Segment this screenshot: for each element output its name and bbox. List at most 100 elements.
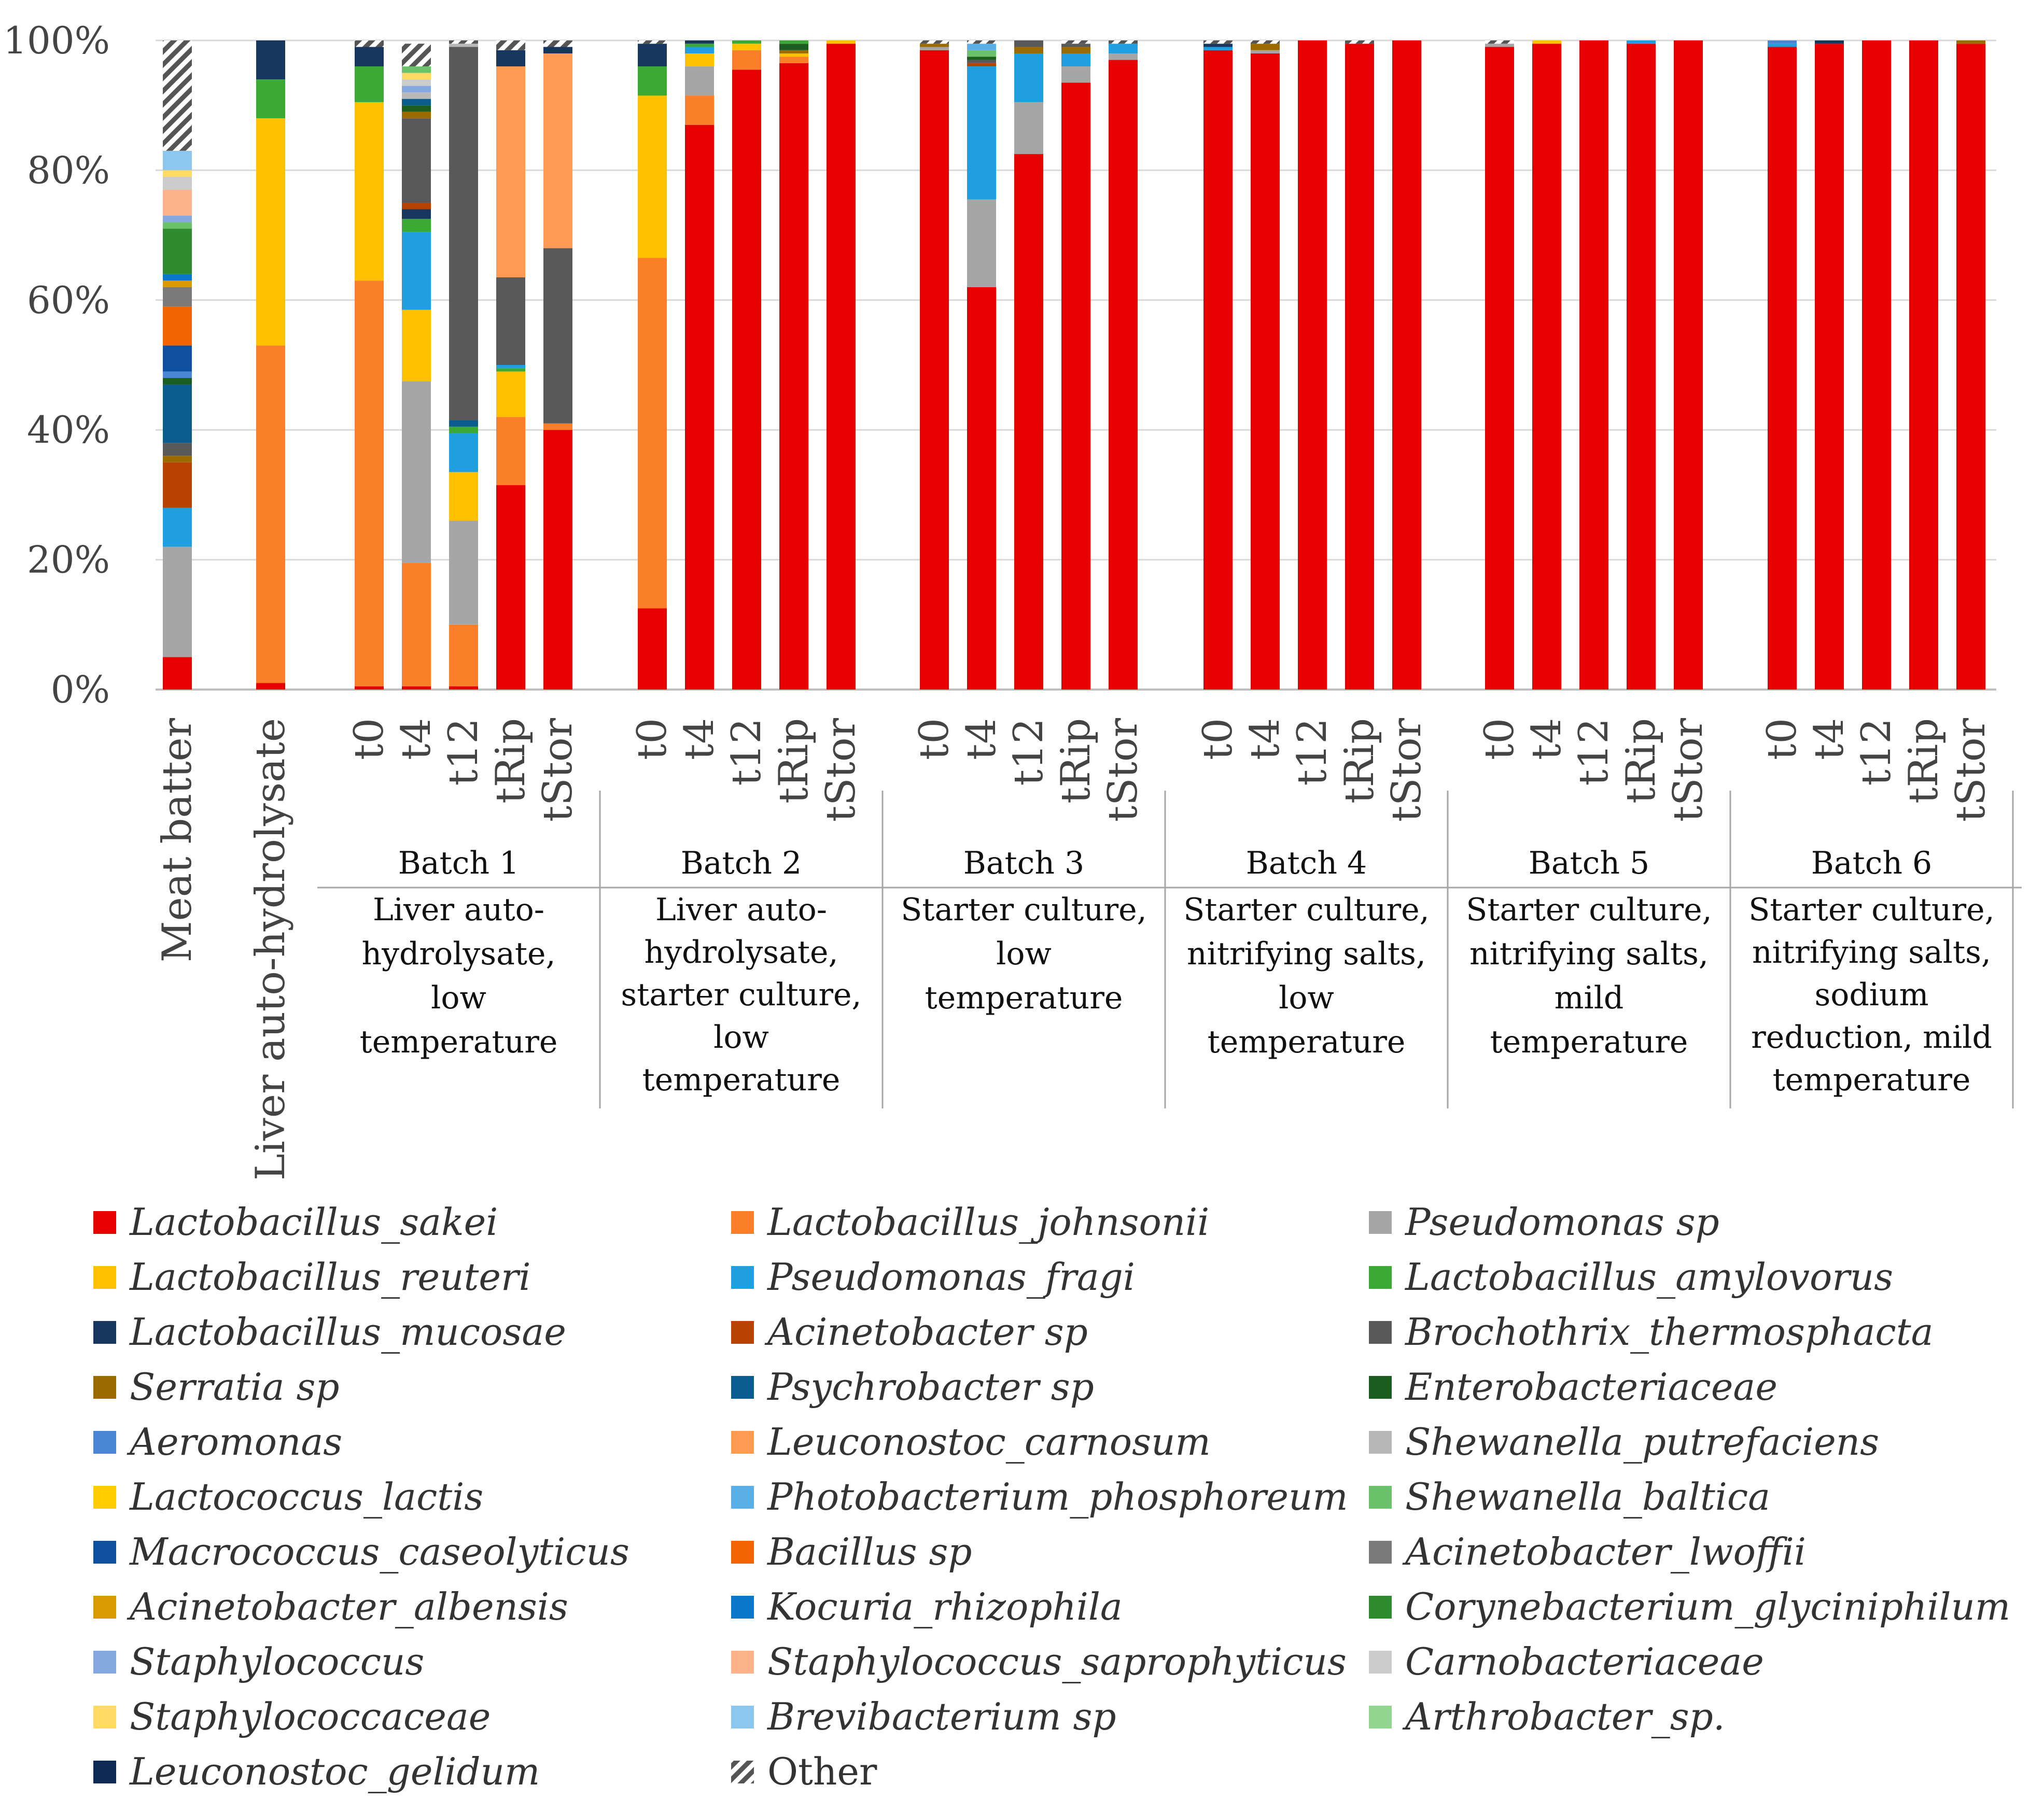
bar-segment-other [543,40,572,47]
bar-segment-lactobacillus-sakei [355,686,384,690]
bar-segment-pseudomonas-sp [920,47,949,50]
legend-swatch [1369,1596,1392,1619]
bar-segment-serratia-sp [402,111,431,119]
legend-label: Acinetobacter_albensis [127,1585,568,1628]
batch-description: Starter culture, [1748,892,1995,928]
bar-segment-serratia-sp [1251,44,1280,50]
bar-b1-t0 [355,40,384,690]
batch-label: Batch 4 [1246,845,1367,881]
bar-segment-lactobacillus-reuteri [732,44,761,50]
bar-segment-lactobacillus-sakei [1627,44,1656,690]
bar-b6-t12 [1862,40,1891,690]
bar-segment-other [163,40,192,151]
legend-label: Enterobacteriaceae [1404,1365,1777,1409]
bar-segment-pseudomonas-fragi [967,66,996,200]
bar-segment-acinetobacter-sp [967,63,996,67]
bar-segment-other [1251,40,1280,44]
legend-item-pseudomonas-fragi: Pseudomonas_fragi [731,1255,1135,1299]
bar-segment-leuconostoc-carnosum [496,66,525,277]
bar-segment-lactobacillus-sakei [1862,40,1891,690]
bar-segment-brochothrix-thermosphacta [967,60,996,63]
bar-b2-t12 [732,40,761,690]
bar-segment-carnobacteriaceae [163,176,192,190]
bar-segment-serratia-sp [1061,47,1090,54]
bar-b2-t0 [638,40,667,690]
legend-label: Kocuria_rhizophila [766,1585,1123,1628]
bar-b5-t0 [1485,40,1514,690]
x-tick-label: t12 [1005,718,1052,786]
bar-segment-acinetobacter-sp [163,462,192,508]
x-tick-label: t0 [346,718,393,760]
legend-item-kocuria-rhizophila: Kocuria_rhizophila [731,1585,1123,1628]
bar-b1-trip [496,40,525,690]
bar-b4-tstor [1392,40,1421,690]
bar-segment-lactobacillus-amylovorus [449,426,478,433]
bar-segment-acinetobacter-lwoffii [163,287,192,307]
bar-segment-lactobacillus-johnsonii [685,95,714,125]
bar-segment-lactobacillus-mucosae [638,44,667,67]
bar-segment-lactobacillus-mucosae [496,50,525,67]
bar-segment-shewanella-baltica [967,50,996,57]
legend-swatch [731,1541,754,1564]
bar-segment-shewanella-putrefaciens [402,92,431,99]
y-tick-label: 40% [27,408,110,452]
bar-segment-pseudomonas-sp [967,199,996,287]
bar-segment-lactobacillus-sakei [779,63,808,690]
x-tick-label: t12 [723,718,770,786]
x-tick-label: t0 [1476,718,1523,760]
legend-item-acinetobacter-sp: Acinetobacter sp [731,1310,1088,1354]
bar-segment-lactobacillus-johnsonii [256,345,285,683]
bar-segment-pseudomonas-sp [1485,44,1514,47]
bar-segment-pseudomonas-sp [1109,53,1138,60]
y-axis: 0% 20% 40% 60% 80% 100% [3,19,110,711]
bar-segment-other [638,40,667,44]
bar-segment-lactobacillus-sakei [1768,47,1797,690]
x-tick-label: t4 [958,718,1005,760]
legend-swatch [731,1486,754,1509]
bar-segment-pseudomonas-sp [163,546,192,657]
bar-segment-lactobacillus-reuteri [638,95,667,258]
legend-label: Macrococcus_caseolyticus [129,1530,629,1573]
bar-segment-lactobacillus-johnsonii [449,624,478,686]
x-tick-label: tRip [1900,718,1947,804]
bar-b1-t12 [449,40,478,690]
legend-swatch [93,1706,116,1728]
bar-segment-shewanella-baltica [163,222,192,229]
bar-segment-staphylococcus [163,216,192,222]
bar-b2-trip [779,40,808,690]
bar-segment-shewanella-baltica [402,66,431,73]
bar-segment-enterobacteriaceae [779,44,808,50]
batch-description: Liver auto- [373,892,544,928]
legend-item-lactococcus-lactis: Lactococcus_lactis [93,1475,483,1519]
bar-segment-lactobacillus-reuteri [402,310,431,382]
bar-segment-lactobacillus-sakei [1909,40,1938,690]
bar-segment-lactobacillus-sakei [1109,60,1138,690]
legend-label: Pseudomonas sp [1404,1200,1719,1244]
x-tick-label: t0 [1759,718,1805,760]
bar-segment-lactobacillus-johnsonii [496,417,525,485]
bar-segment-pseudomonas-fragi [496,365,525,369]
legend-item-leuconostoc-gelidum: Leuconostoc_gelidum [93,1750,540,1793]
batch-label: Batch 3 [963,845,1084,881]
bar-segment-other [967,40,996,44]
legend-label: Brevibacterium sp [766,1695,1116,1738]
legend-swatch [731,1651,754,1674]
legend-swatch [1369,1651,1392,1674]
bar-segment-lactobacillus-amylovorus [402,219,431,232]
y-tick-label: 100% [3,19,110,62]
bar-segment-lactobacillus-sakei [1203,50,1233,690]
bar-segment-lactobacillus-sakei [967,287,996,690]
bar-b6-tstor [1956,40,1985,690]
bar-segment-lactobacillus-amylovorus [355,66,384,102]
batch-description: Liver auto- [655,892,827,928]
y-tick-label: 0% [51,668,110,711]
bar-segment-lactobacillus-mucosae [543,47,572,54]
bar-b6-trip [1909,40,1938,690]
bar-segment-enterobacteriaceae [402,105,431,112]
bar-b5-trip [1627,40,1656,690]
x-axis: Meat batter Liver auto-hydrolysate t0 t4 t12… [154,718,1994,1180]
batch-label: Batch 1 [398,845,519,881]
legend-label: Lactobacillus_sakei [129,1200,498,1244]
bar-segment-lactobacillus-mucosae [256,40,285,80]
